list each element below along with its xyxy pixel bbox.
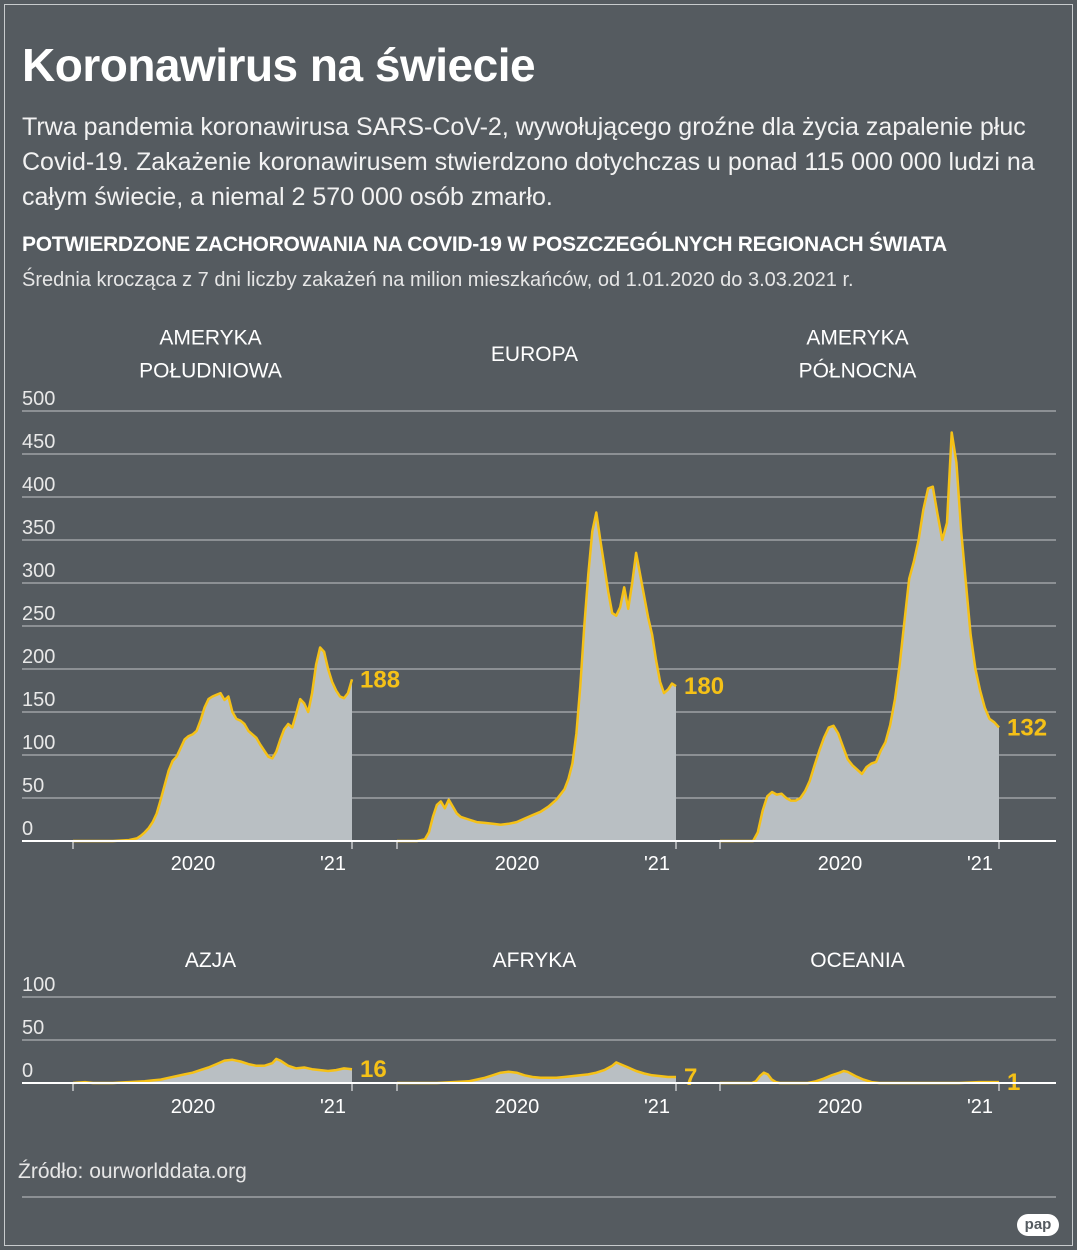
x-tick-label: 2020 (495, 1096, 540, 1118)
y-tick-label: 50 (22, 1017, 44, 1039)
region-label: AMERYKA (806, 327, 908, 350)
y-tick-label: 500 (22, 388, 55, 410)
end-value-label: 7 (684, 1064, 697, 1091)
y-tick-label: 350 (22, 517, 55, 539)
series-line-0 (73, 646, 354, 843)
y-tick-label: 300 (22, 560, 55, 582)
y-tick-label: 0 (22, 1060, 33, 1082)
end-value-label: 188 (360, 666, 400, 693)
chart-description: Średnia krocząca z 7 dni liczby zakażeń … (22, 269, 854, 291)
y-tick-label: 50 (22, 775, 44, 797)
y-tick-label: 100 (22, 732, 55, 754)
x-tick-label: '21 (967, 853, 993, 875)
region-label: OCEANIA (810, 949, 905, 972)
series-area-0 (73, 1058, 352, 1083)
region-label: AMERYKA (159, 327, 261, 350)
x-tick-label: 2020 (818, 853, 863, 875)
region-label: AFRYKA (493, 949, 577, 972)
series-area-2 (720, 432, 999, 841)
end-value-label: 180 (684, 673, 724, 700)
intro-text: Trwa pandemia koronawirusa SARS-CoV-2, w… (22, 113, 1035, 211)
chart-subtitle: POTWIERDZONE ZACHOROWANIA NA COVID-19 W … (22, 233, 947, 256)
y-tick-label: 250 (22, 603, 55, 625)
region-label: PÓŁNOCNA (799, 360, 917, 383)
x-tick-label: '21 (644, 1096, 670, 1118)
x-tick-label: '21 (644, 853, 670, 875)
pap-logo: pap (1017, 1214, 1059, 1236)
series-area-1 (397, 1062, 676, 1083)
end-value-label: 16 (360, 1056, 387, 1083)
x-tick-label: 2020 (495, 853, 540, 875)
series-line-1 (397, 511, 677, 843)
page-title: Koronawirus na świecie (22, 39, 536, 91)
region-label: AZJA (185, 949, 236, 972)
y-tick-label: 400 (22, 474, 55, 496)
series-area-0 (73, 647, 352, 841)
x-tick-label: '21 (967, 1096, 993, 1118)
region-label: POŁUDNIOWA (139, 360, 282, 383)
x-tick-label: '21 (320, 853, 346, 875)
series-line-2 (720, 431, 1000, 843)
region-label: EUROPA (491, 343, 578, 366)
x-tick-label: '21 (320, 1096, 346, 1118)
y-tick-label: 150 (22, 689, 55, 711)
series-area-2 (720, 1071, 999, 1083)
y-tick-label: 200 (22, 646, 55, 668)
x-tick-label: 2020 (818, 1096, 863, 1118)
end-value-label: 132 (1007, 714, 1047, 741)
series-area-1 (397, 512, 676, 841)
y-tick-label: 450 (22, 431, 55, 453)
x-tick-label: 2020 (171, 1096, 216, 1118)
source-note: Źródło: ourworlddata.org (18, 1160, 247, 1183)
series-line-0 (72, 1057, 353, 1085)
frame-border (4, 4, 1073, 1246)
series-line-1 (397, 1061, 676, 1085)
y-tick-label: 100 (22, 974, 55, 996)
y-tick-label: 0 (22, 818, 33, 840)
x-tick-label: 2020 (171, 853, 216, 875)
